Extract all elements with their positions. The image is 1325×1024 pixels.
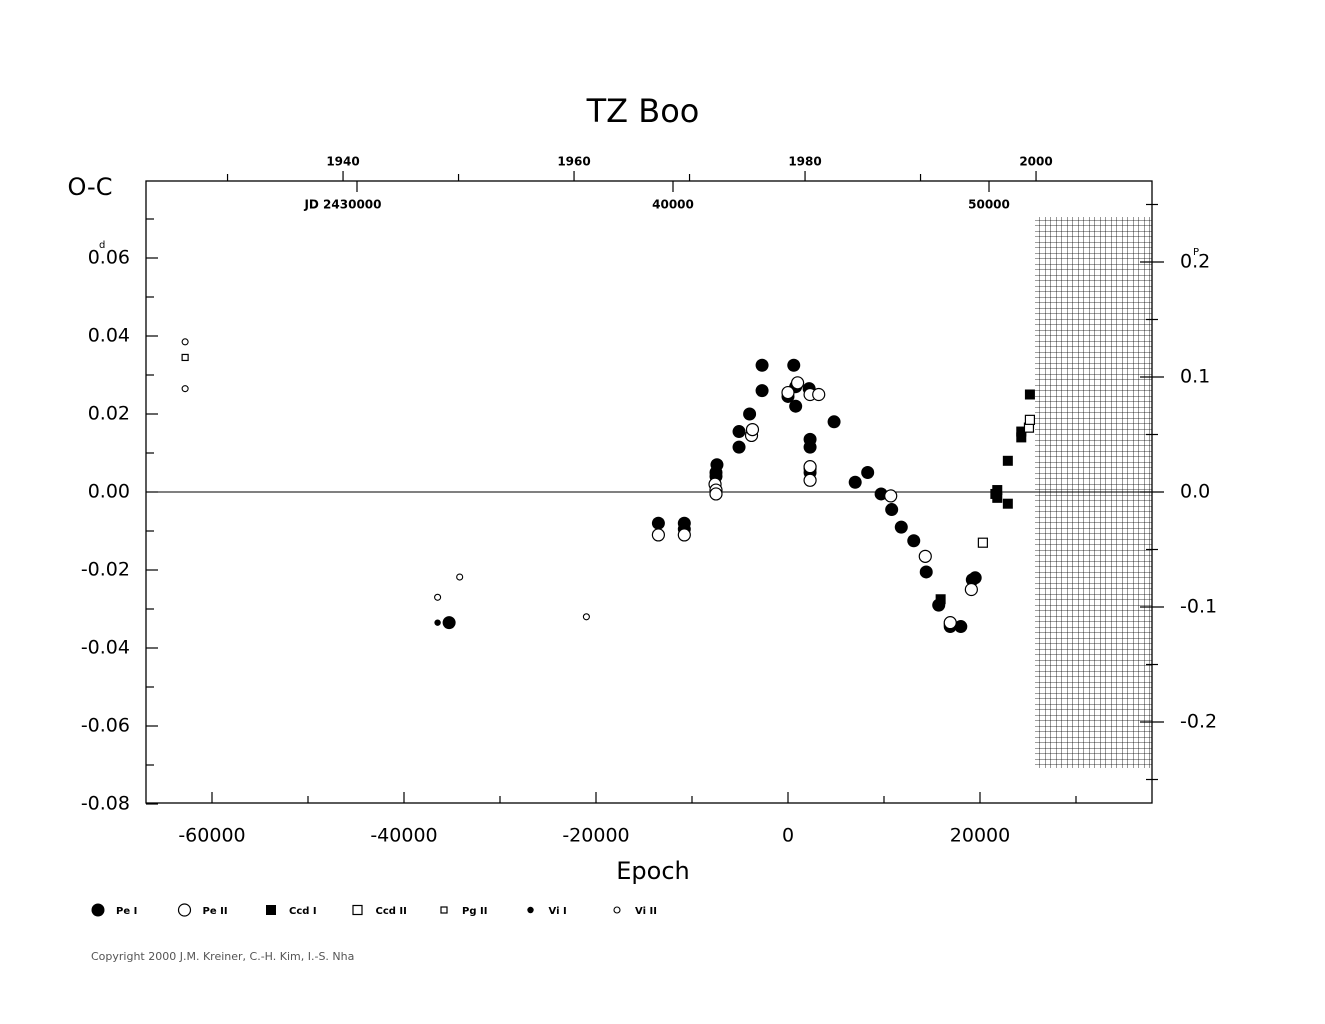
data-point (1002, 498, 1013, 509)
data-point (755, 384, 769, 398)
data-point (907, 534, 921, 548)
x2-tick-label: 2000 (1019, 155, 1052, 169)
data-point (181, 353, 189, 362)
data-point (992, 492, 1003, 503)
data-point (935, 594, 946, 605)
chart-title: TZ Boo (586, 92, 700, 130)
data-point (803, 473, 817, 487)
y2-tick-label: 0.2 (1180, 250, 1210, 272)
x-tick-label: -60000 (178, 825, 245, 847)
jd-tick-label: JD 2430000 (303, 198, 381, 212)
y2-tick-label: 0.0 (1180, 481, 1210, 503)
data-point (968, 571, 982, 585)
y-tick-label: -0.04 (81, 637, 130, 659)
data-point (894, 520, 908, 534)
y2-tick-label: -0.1 (1180, 596, 1217, 618)
y-tick-label: -0.06 (81, 715, 130, 737)
data-point (1024, 389, 1035, 400)
y2-unit: P (1193, 247, 1199, 258)
data-point (787, 358, 801, 372)
x-tick-label: -40000 (370, 825, 437, 847)
data-point (527, 906, 534, 914)
data-point (582, 613, 590, 621)
y-tick-label: -0.08 (81, 793, 130, 815)
data-point (613, 906, 621, 914)
data-point (827, 415, 841, 429)
data-point (732, 425, 746, 439)
copyright: Copyright 2000 J.M. Kreiner, C.-H. Kim, … (91, 950, 354, 963)
y2-tick-label: -0.2 (1180, 711, 1217, 733)
x-tick-label: -20000 (562, 825, 629, 847)
data-point (651, 528, 665, 542)
data-point (954, 620, 968, 634)
data-point (745, 423, 760, 437)
data-point (755, 358, 769, 372)
data-point (918, 549, 932, 563)
data-point (848, 475, 862, 489)
data-point (781, 385, 795, 400)
data-point (266, 905, 276, 915)
data-point (964, 582, 978, 597)
data-point (177, 903, 192, 917)
data-point (732, 440, 746, 454)
y-tick-label: 0.02 (88, 403, 130, 425)
data-point (743, 407, 757, 421)
y2-tick-label: 0.1 (1180, 365, 1210, 387)
data-point (789, 399, 803, 413)
legend-label: Vi II (635, 906, 657, 917)
data-point (803, 440, 817, 454)
legend-label: Vi I (549, 906, 567, 917)
legend-label: Pg II (462, 906, 487, 917)
data-point (977, 537, 988, 548)
data-point (677, 528, 691, 542)
data-point (919, 565, 933, 579)
data-point (1016, 426, 1027, 437)
data-point (1016, 432, 1027, 443)
data-point (1002, 455, 1013, 466)
data-point (456, 573, 464, 581)
legend-label: Ccd II (376, 906, 407, 917)
x2-tick-label: 1960 (557, 155, 590, 169)
legend-label: Pe II (203, 906, 228, 917)
data-point (181, 385, 189, 393)
data-point (709, 487, 723, 501)
data-point (812, 387, 826, 402)
y-axis-label: O-C (68, 173, 113, 201)
x2-tick-label: 1980 (788, 155, 821, 169)
data-point (434, 619, 441, 626)
data-point (943, 616, 957, 630)
data-point (434, 593, 442, 601)
jd-tick-label: 40000 (652, 198, 694, 212)
x2-tick-label: 1940 (326, 155, 359, 169)
legend-label: Pe I (116, 906, 137, 917)
data-point (352, 904, 363, 916)
data-point (992, 485, 1003, 496)
y-tick-label: -0.02 (81, 559, 130, 581)
data-point (885, 503, 899, 517)
x-axis-label: Epoch (616, 857, 690, 885)
data-point (861, 466, 875, 479)
y-tick-label: 0.00 (88, 481, 130, 503)
x-tick-label: 20000 (950, 825, 1010, 847)
jd-tick-label: 50000 (968, 198, 1010, 212)
data-point (91, 903, 105, 917)
y-tick-label: 0.06 (88, 247, 130, 269)
data-point (442, 616, 456, 630)
x-tick-label: 0 (782, 825, 794, 847)
data-point (440, 906, 448, 914)
data-point (884, 489, 898, 503)
data-point (181, 338, 189, 346)
data-point (651, 516, 665, 530)
y-unit: d (99, 240, 105, 251)
data-point (803, 460, 817, 474)
data-point (1024, 414, 1036, 425)
legend-label: Ccd I (289, 906, 317, 917)
data-point (790, 376, 805, 390)
y-tick-label: 0.04 (88, 325, 130, 347)
